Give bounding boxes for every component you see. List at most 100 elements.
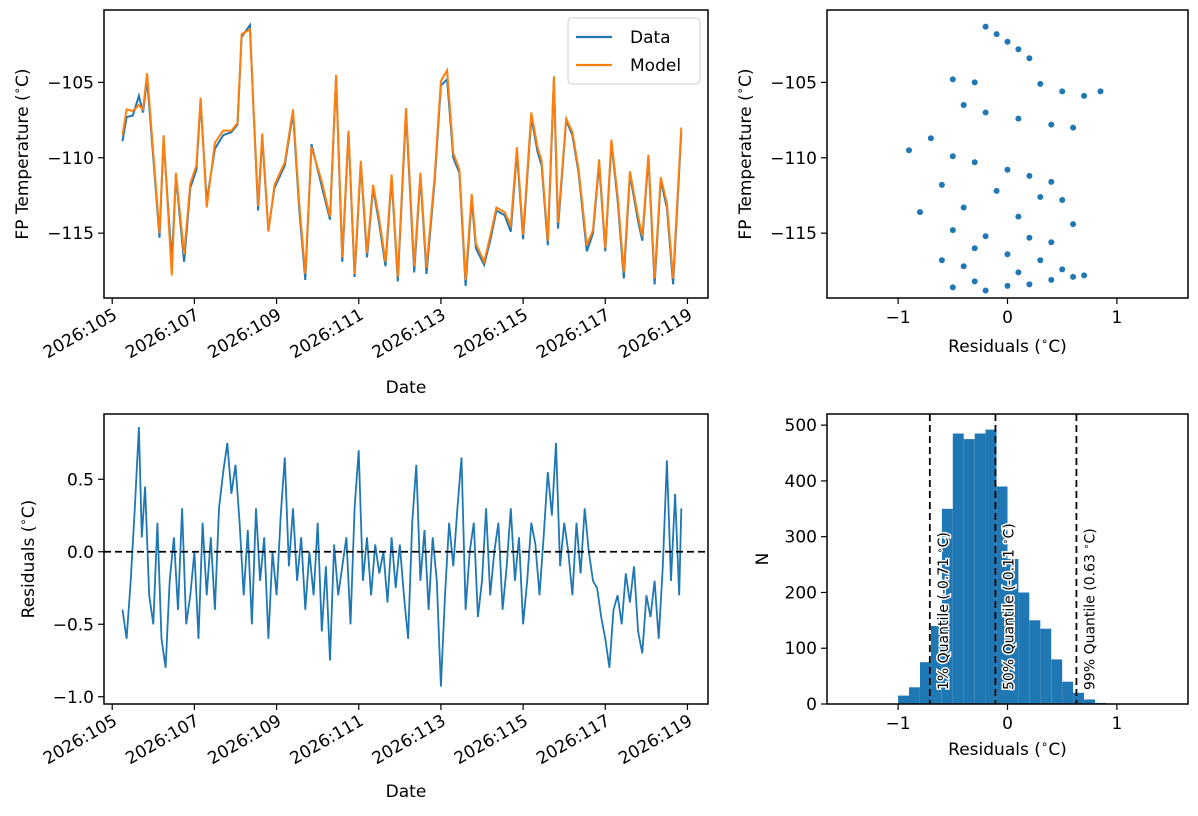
chart-residual-histogram: −1 0 1 0 100 200 300 400 500 1% Quantile (-0.71 ∘… bbox=[753, 413, 1189, 760]
y-tick-label: −115 bbox=[770, 224, 817, 244]
scatter-point bbox=[960, 204, 967, 211]
y-tick-label: −115 bbox=[47, 224, 94, 244]
scatter-point bbox=[1059, 266, 1066, 273]
quantile-label: 1% Quantile (-0.71 ∘C) bbox=[934, 532, 952, 690]
histogram-bar bbox=[952, 433, 964, 704]
histogram-bar bbox=[1051, 659, 1063, 704]
scatter-point bbox=[1004, 282, 1011, 289]
y-tick-label: 0.0 bbox=[67, 543, 94, 563]
x-axis-label: Date bbox=[386, 782, 427, 802]
scatter-point bbox=[1059, 88, 1066, 95]
chart-temperature-vs-residuals: −1 0 1 −105 −110 −115 Residuals (∘C) FP Tempera… bbox=[733, 9, 1189, 357]
scatter-point bbox=[960, 102, 967, 108]
y-tick-label: 400 bbox=[785, 472, 817, 492]
histogram-bar bbox=[1040, 628, 1052, 704]
scatter-point bbox=[1070, 124, 1077, 131]
y-tick-label: 0.5 bbox=[67, 470, 94, 490]
scatter-point bbox=[1081, 92, 1088, 99]
scatter-point bbox=[949, 76, 956, 83]
scatter-point bbox=[917, 209, 923, 216]
scatter-point bbox=[1015, 269, 1022, 276]
scatter-point bbox=[1048, 178, 1055, 185]
scatter-point bbox=[982, 287, 989, 294]
histogram-bar bbox=[1029, 620, 1041, 704]
scatter-point bbox=[1004, 38, 1011, 45]
scatter-point bbox=[1004, 166, 1011, 173]
y-tick-label: −110 bbox=[770, 149, 817, 169]
histogram-bar bbox=[941, 508, 953, 704]
scatter-point bbox=[971, 159, 978, 166]
histogram-bar bbox=[920, 662, 931, 704]
axes-frame bbox=[826, 9, 1189, 299]
histogram-bar bbox=[963, 439, 975, 704]
y-axis-label: FP Temperature (∘C) bbox=[733, 68, 756, 239]
x-axis-label: Residuals (∘C) bbox=[948, 737, 1067, 760]
y-tick-label: 200 bbox=[785, 583, 817, 603]
histogram-bar bbox=[985, 429, 997, 704]
scatter-point bbox=[1015, 46, 1022, 53]
histogram-bar bbox=[1062, 681, 1074, 704]
quantile-label: 99% Quantile (0.63 ∘C) bbox=[1081, 528, 1099, 690]
histogram-bar bbox=[909, 687, 920, 704]
legend-label-data: Data bbox=[630, 28, 671, 48]
scatter-point bbox=[1070, 221, 1077, 228]
scatter-point bbox=[1037, 257, 1044, 264]
scatter-point bbox=[1026, 55, 1033, 62]
scatter-point bbox=[1070, 273, 1077, 280]
x-tick-label: −1 bbox=[886, 714, 911, 734]
quantile-label: 50% Quantile (-0.11 ∘C) bbox=[1000, 523, 1018, 690]
x-tick-label: 1 bbox=[1111, 714, 1122, 734]
histogram-bar bbox=[898, 695, 909, 704]
histogram-bars bbox=[898, 429, 1106, 704]
y-tick-label: −0.5 bbox=[53, 615, 94, 635]
scatter-point bbox=[1026, 234, 1033, 241]
x-axis-label: Residuals (∘C) bbox=[948, 334, 1067, 357]
scatter-point bbox=[971, 278, 978, 285]
axes-frame bbox=[103, 9, 709, 299]
scatter-point bbox=[982, 23, 989, 30]
legend: Data Model bbox=[567, 17, 701, 85]
scatter-point bbox=[1048, 276, 1055, 283]
x-tick-label: 1 bbox=[1111, 308, 1122, 328]
scatter-point bbox=[927, 135, 934, 142]
scatter-point bbox=[1037, 194, 1044, 200]
x-tick-label: 0 bbox=[1002, 714, 1013, 734]
scatter-point bbox=[949, 227, 956, 234]
scatter-point bbox=[982, 109, 989, 116]
scatter-point bbox=[1015, 115, 1022, 122]
axes-frame bbox=[826, 413, 1189, 705]
scatter-point bbox=[960, 263, 967, 270]
y-tick-label: −1.0 bbox=[53, 688, 94, 708]
scatter-point bbox=[1015, 213, 1022, 220]
legend-box bbox=[567, 17, 701, 85]
x-axis-label: Date bbox=[386, 378, 427, 398]
y-tick-label: 100 bbox=[785, 639, 817, 659]
histogram-bar bbox=[1073, 692, 1084, 704]
histogram-bar bbox=[1007, 559, 1019, 704]
scatter-point bbox=[938, 181, 945, 188]
scatter-point bbox=[1037, 80, 1044, 87]
scatter-point bbox=[949, 284, 956, 291]
y-axis-label: FP Temperature (∘C) bbox=[10, 68, 33, 239]
y-tick-label: 300 bbox=[785, 528, 817, 548]
scatter-point bbox=[993, 31, 1000, 38]
x-tick-label: −1 bbox=[886, 308, 911, 328]
scatter-point bbox=[1048, 121, 1055, 128]
histogram-bar bbox=[1018, 592, 1030, 704]
scatter-point bbox=[993, 187, 1000, 194]
y-axis-label: Residuals (∘C) bbox=[16, 500, 39, 619]
scatter-point bbox=[949, 153, 956, 160]
scatter-point bbox=[1004, 251, 1011, 258]
scatter-point bbox=[938, 257, 945, 264]
y-tick-label: 0 bbox=[806, 695, 817, 715]
y-tick-label: −105 bbox=[770, 73, 817, 93]
histogram-bar bbox=[974, 433, 986, 704]
scatter-points bbox=[906, 23, 1104, 294]
y-axis-label: N bbox=[753, 553, 773, 566]
scatter-point bbox=[1048, 239, 1055, 246]
scatter-point bbox=[971, 245, 978, 252]
legend-label-model: Model bbox=[630, 56, 681, 76]
residual-series-line bbox=[121, 426, 683, 687]
scatter-point bbox=[1081, 272, 1088, 279]
